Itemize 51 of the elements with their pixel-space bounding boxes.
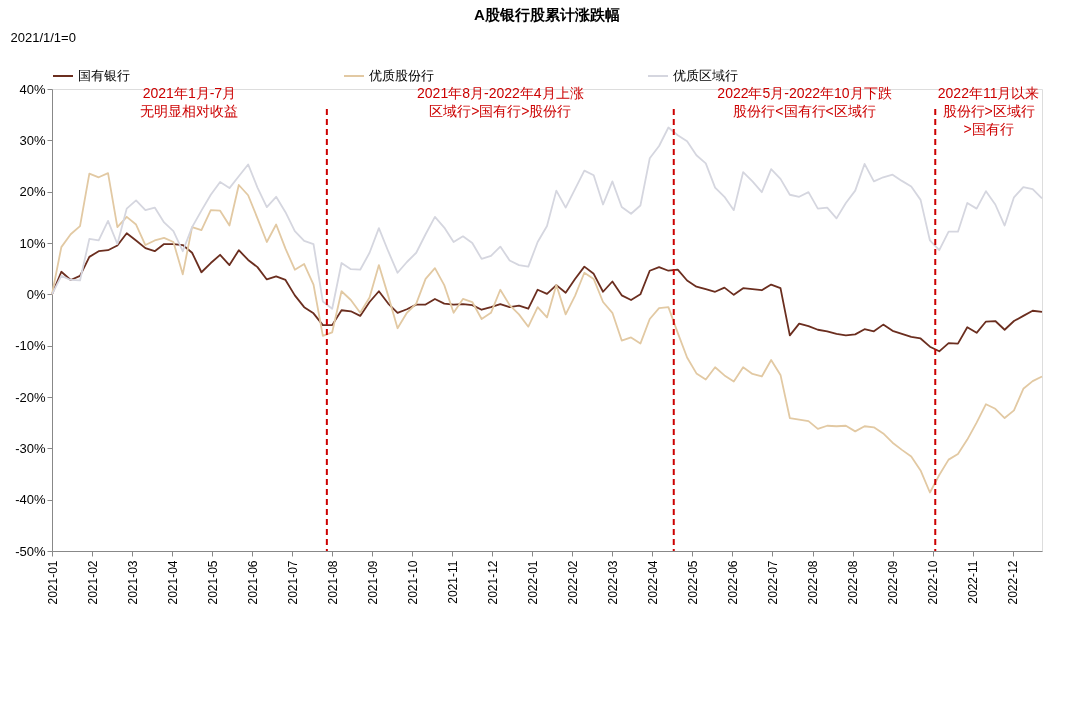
y-tick-label: -10% <box>15 338 46 354</box>
x-tick-label: 2022-04 <box>645 560 660 605</box>
x-tick-label: 2022-05 <box>685 560 700 605</box>
chart-title: A股银行股累计涨跌幅 <box>474 6 620 23</box>
annotation: 无明显相对收益 <box>140 103 239 119</box>
annotation: 2022年5月-2022年10月下跌 <box>717 85 892 101</box>
x-tick-label: 2022-11 <box>966 560 981 604</box>
x-tick-label: 2021-05 <box>205 560 220 605</box>
y-tick-label: 30% <box>19 132 46 148</box>
y-tick-label: 20% <box>19 184 46 200</box>
x-tick-label: 2021-06 <box>245 560 260 605</box>
y-tick-label: -40% <box>15 492 46 508</box>
line-series <box>51 232 1043 353</box>
y-tick-label: -20% <box>15 389 46 405</box>
x-tick-label: 2021-07 <box>285 560 300 605</box>
x-tick-label: 2022-08 <box>806 560 821 605</box>
x-tick-label: 2022-09 <box>886 560 901 605</box>
x-tick-label: 2022-12 <box>1006 560 1021 605</box>
y-tick-label: 40% <box>19 81 46 97</box>
x-tick-label: 2022-10 <box>926 560 941 605</box>
x-tick-label: 2021-10 <box>405 560 420 605</box>
annotation: 股份行>区域行 <box>942 103 1035 119</box>
x-tick-label: 2021-12 <box>485 560 500 605</box>
annotation: 区域行>国有行>股份行 <box>429 103 572 119</box>
annotation: 2022年11月以来 <box>937 85 1040 101</box>
x-tick-label: 2022-06 <box>725 560 740 605</box>
x-tick-label: 2022-02 <box>565 560 580 605</box>
x-tick-label: 2021-08 <box>325 560 340 605</box>
y-tick-label: -50% <box>15 543 46 559</box>
y-tick-label: -30% <box>15 440 46 456</box>
annotation: >国有行 <box>963 121 1014 137</box>
legend-label: 优质股份行 <box>369 68 434 83</box>
line-series <box>51 172 1043 494</box>
x-tick-label: 2022-07 <box>765 560 780 605</box>
annotation: 2021年1月-7月 <box>142 85 237 101</box>
x-tick-label: 2022-03 <box>605 560 620 605</box>
annotation: 股份行<国有行<区域行 <box>733 103 876 119</box>
x-tick-label: 2021-03 <box>125 560 140 605</box>
x-tick-label: 2022-01 <box>525 560 540 605</box>
x-tick-label: 2021-01 <box>45 560 60 605</box>
y-axis-title: 2021/1/1=0 <box>10 29 76 45</box>
y-tick-label: 10% <box>19 235 46 251</box>
x-tick-label: 2021-11 <box>445 560 460 604</box>
x-tick-label: 2021-02 <box>85 560 100 605</box>
x-tick-label: 2021-04 <box>165 560 180 605</box>
annotation: 2021年8月-2022年4月上涨 <box>417 85 584 101</box>
x-tick-label: 2022-08 <box>846 560 861 605</box>
x-tick-label: 2021-09 <box>365 560 380 605</box>
legend-label: 国有银行 <box>78 68 130 83</box>
legend-label: 优质区域行 <box>673 68 738 83</box>
y-tick-label: 0% <box>26 286 46 302</box>
